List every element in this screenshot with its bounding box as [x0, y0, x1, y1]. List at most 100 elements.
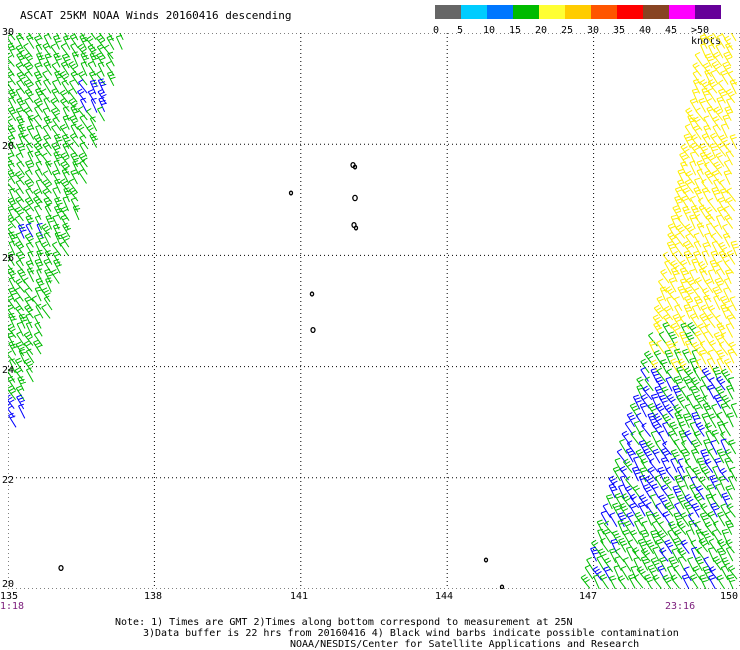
wind-barb: [645, 510, 653, 526]
wind-barb: [8, 323, 17, 339]
wind-barb: [69, 132, 80, 148]
wind-barb: [668, 556, 678, 572]
wind-barb: [70, 70, 80, 86]
wind-barb: [633, 420, 642, 436]
wind-barb: [662, 574, 672, 589]
wind-barb: [652, 574, 662, 589]
wind-barb: [722, 421, 731, 437]
wind-barb: [725, 269, 733, 285]
wind-barb: [33, 70, 43, 86]
wind-barb: [672, 341, 682, 356]
wind-barb: [641, 520, 650, 536]
wind-barb: [712, 286, 722, 302]
wind-barb: [668, 277, 677, 293]
wind-barb: [729, 134, 737, 150]
wind-barb: [715, 43, 724, 59]
wind-barb: [704, 323, 714, 339]
wind-barb: [631, 466, 641, 482]
wind-barb: [97, 78, 107, 94]
wind-barb: [26, 267, 35, 283]
wind-barb: [719, 188, 728, 204]
wind-barb: [704, 161, 714, 177]
wind-barb: [79, 160, 88, 175]
wind-barb: [105, 61, 115, 76]
scale-label-8: 40: [639, 25, 652, 36]
wind-barb: [89, 132, 99, 148]
lon-label-138: 138: [144, 591, 163, 602]
wind-barb: [698, 267, 707, 283]
wind-barb: [586, 557, 595, 572]
wind-barb: [68, 60, 79, 76]
wind-barb: [35, 87, 44, 103]
wind-barb: [709, 143, 719, 159]
lat-label-24: 24: [2, 365, 15, 376]
wind-barb: [676, 394, 686, 409]
wind-barb: [703, 438, 711, 454]
wind-barb: [651, 483, 660, 499]
wind-barb: [635, 448, 645, 464]
wind-barb: [14, 206, 24, 222]
wind-barb: [692, 565, 702, 581]
wind-barb: [682, 187, 692, 202]
wind-barb: [706, 484, 715, 500]
wind-barb: [712, 366, 722, 382]
wind-barb: [630, 430, 640, 446]
wind-barb: [15, 231, 24, 247]
wind-barb: [684, 403, 693, 419]
wind-barb: [618, 484, 625, 500]
wind-barb: [15, 34, 24, 50]
wind-barb: [699, 340, 710, 356]
wind-barb: [640, 555, 650, 571]
wind-barb: [696, 222, 705, 238]
wind-barb: [617, 575, 627, 589]
wind-barb: [689, 421, 697, 437]
wind-barb: [628, 573, 636, 589]
wind-barb: [23, 277, 33, 292]
wind-barb: [35, 277, 45, 293]
wind-barb: [726, 314, 735, 330]
wind-barb: [666, 393, 676, 409]
wind-barb: [726, 250, 736, 265]
wind-barb: [25, 142, 34, 158]
wind-barb: [644, 376, 654, 392]
wind-barb: [729, 296, 737, 312]
wind-barb: [693, 287, 703, 303]
wind-barb: [715, 268, 725, 283]
wind-barb: [664, 539, 674, 555]
wind-barb: [25, 313, 33, 329]
wind-barb: [712, 520, 722, 536]
wind-barb: [662, 476, 672, 491]
wind-barb: [650, 557, 660, 572]
wind-barb: [689, 313, 699, 328]
wind-barb: [691, 304, 700, 320]
wind-barb: [41, 241, 51, 257]
wind-barb: [14, 296, 25, 312]
wind-barb: [8, 178, 16, 193]
wind-barb: [707, 384, 715, 400]
wind-barb: [629, 529, 639, 545]
wind-barb: [642, 385, 653, 401]
wind-barb: [695, 422, 705, 437]
wind-barb: [681, 439, 691, 455]
wind-barb: [629, 402, 639, 418]
wind-barb: [713, 295, 721, 311]
wind-barb: [98, 97, 107, 113]
wind-barb: [725, 546, 734, 562]
wind-barb: [96, 52, 106, 67]
wind-barb: [23, 205, 33, 220]
wind-barb: [593, 574, 600, 589]
wind-barb: [689, 160, 697, 176]
wind-barb: [712, 124, 721, 140]
wind-barb: [662, 251, 673, 266]
wind-barb: [25, 160, 34, 175]
wind-barb: [723, 51, 733, 67]
wind-barb: [15, 187, 25, 203]
scale-label-3: 15: [509, 25, 522, 36]
wind-barb: [8, 214, 17, 229]
wind-barb: [709, 474, 718, 490]
wind-barb: [672, 485, 682, 501]
wind-barb: [72, 205, 81, 221]
wind-barb: [674, 232, 685, 248]
wind-barb: [8, 42, 16, 58]
scale-label-7: 35: [613, 25, 626, 36]
